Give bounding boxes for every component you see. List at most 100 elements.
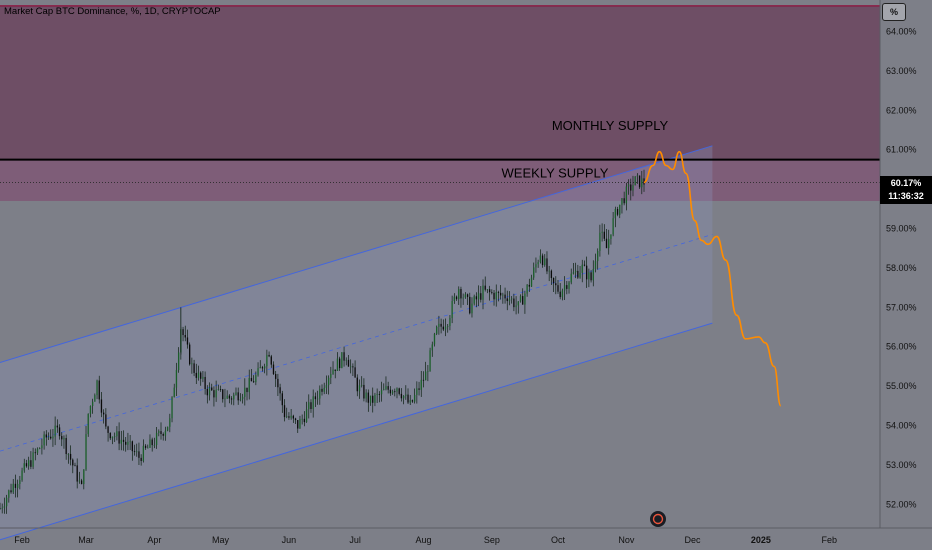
candle-body	[440, 323, 442, 327]
candle-body	[570, 273, 572, 283]
candle-body	[555, 283, 557, 286]
y-tick-label: 54.00%	[886, 421, 917, 431]
candle-body	[586, 265, 588, 280]
candle-body	[98, 380, 100, 400]
candle-body	[378, 394, 381, 395]
candle-body	[122, 439, 125, 442]
candle-body	[530, 277, 533, 287]
candle-body	[557, 285, 559, 292]
candle-body	[471, 303, 473, 314]
candle-body	[621, 198, 623, 205]
projection-path	[643, 150, 782, 407]
candle-body	[411, 400, 414, 402]
candle-body	[149, 439, 151, 448]
candle-body	[605, 238, 608, 249]
candle-body	[599, 232, 601, 251]
candle-body	[469, 296, 471, 314]
candle-body	[162, 434, 164, 436]
x-tick-label: Feb	[14, 535, 30, 545]
candle-body	[25, 463, 28, 467]
candle-body	[41, 445, 43, 449]
candle-body	[202, 376, 204, 379]
candle-body	[506, 298, 508, 302]
y-tick-label: 52.00%	[886, 499, 917, 509]
candle-body	[288, 416, 290, 418]
candle-body	[608, 238, 610, 249]
candle-body	[32, 452, 34, 467]
candle-body	[63, 438, 65, 440]
candle-body	[345, 359, 347, 361]
candle-body	[374, 394, 376, 403]
candle-body	[224, 398, 226, 400]
x-tick-label: Sep	[484, 535, 500, 545]
candle-body	[601, 231, 603, 233]
candle-body	[23, 463, 25, 471]
candle-body	[563, 285, 566, 291]
candle-body	[182, 329, 184, 336]
candle-body	[462, 297, 464, 299]
candle-body	[515, 305, 517, 308]
candle-body	[559, 291, 561, 298]
candle-body	[627, 184, 630, 187]
y-tick-label: 58.00%	[886, 263, 917, 273]
candle-body	[550, 270, 553, 278]
candle-body	[491, 292, 493, 293]
supply-zone-weekly	[0, 159, 880, 201]
candle-body	[387, 386, 389, 390]
candle-body	[398, 388, 400, 394]
candle-body	[213, 390, 215, 398]
candle-body	[433, 333, 436, 345]
candle-body	[142, 445, 145, 462]
candle-body	[418, 388, 420, 390]
events-icon	[650, 511, 666, 527]
candle-body	[416, 388, 418, 395]
candle-body	[286, 416, 288, 418]
candle-body	[74, 465, 76, 467]
candle-body	[539, 255, 542, 263]
candle-body	[425, 371, 427, 381]
candle-body	[460, 289, 462, 299]
candle-body	[50, 436, 52, 439]
candle-body	[136, 451, 138, 453]
candle-body	[169, 418, 171, 427]
candle-body	[3, 506, 6, 508]
candle-body	[299, 419, 301, 429]
candle-body	[464, 294, 467, 298]
candle-body	[43, 434, 45, 446]
candle-body	[619, 204, 621, 215]
candle-body	[65, 438, 67, 455]
y-tick-label: 55.00%	[886, 381, 917, 391]
unit-button[interactable]: %	[882, 3, 906, 21]
candle-body	[332, 369, 334, 374]
candle-body	[91, 401, 94, 407]
current-price-badge: 60.17% 11:36:32	[880, 176, 932, 205]
candle-body	[80, 480, 83, 485]
candle-body	[338, 358, 341, 369]
candle-body	[138, 451, 140, 458]
candle-body	[592, 268, 594, 281]
candle-body	[350, 366, 352, 368]
x-tick-label: Feb	[822, 535, 838, 545]
candle-body	[361, 384, 363, 386]
candle-body	[222, 389, 224, 400]
candle-body	[241, 396, 244, 400]
candle-body	[277, 378, 279, 388]
candle-body	[330, 373, 332, 378]
candle-body	[597, 250, 599, 262]
current-price-label: 60.17%	[890, 178, 922, 189]
candle-body	[10, 490, 12, 493]
candle-body	[537, 262, 539, 265]
candle-body	[116, 431, 118, 437]
candle-body	[290, 415, 292, 418]
y-tick-label: 63.00%	[886, 66, 917, 76]
candle-body	[133, 451, 136, 452]
candle-body	[517, 301, 519, 306]
y-tick-label: 56.00%	[886, 342, 917, 352]
candle-body	[480, 293, 482, 300]
candle-body	[453, 296, 455, 302]
candle-body	[372, 395, 374, 403]
y-axis-panel	[880, 0, 932, 550]
events-icon-ring	[652, 513, 664, 525]
candle-body	[155, 432, 158, 445]
